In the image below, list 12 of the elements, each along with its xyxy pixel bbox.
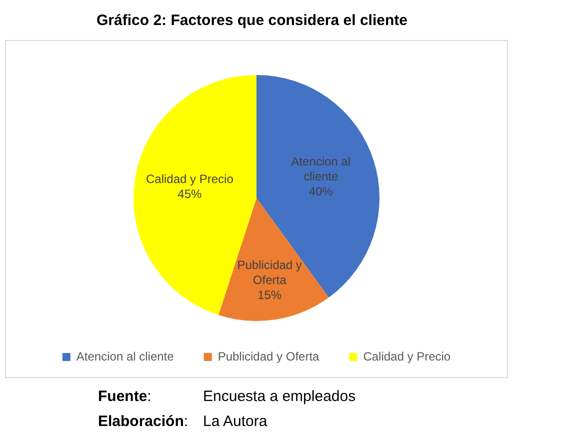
slice-label: Calidad y Precio xyxy=(146,172,234,186)
text: Elaboración: La Autora xyxy=(98,413,268,430)
slice-label: Publicidad y Oferta xyxy=(237,258,302,287)
slice-label: Atencion al cliente xyxy=(291,154,351,184)
data-label: 45% xyxy=(178,187,202,202)
legend-label: Publicidad y Oferta xyxy=(218,349,320,364)
legend-label: Atencion al cliente xyxy=(76,349,174,364)
data-label: 15% xyxy=(258,288,282,302)
legend-label: Calidad y Precio xyxy=(363,349,451,364)
chart-title: Gráfico 2: Factores que considera el cliente xyxy=(96,12,408,29)
text: Fuente: Encuesta a empleados xyxy=(98,388,356,405)
data-label: 40% xyxy=(308,184,334,198)
